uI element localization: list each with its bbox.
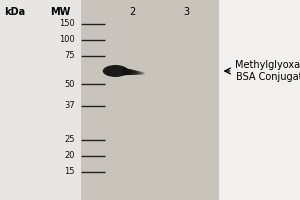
Text: 75: 75	[64, 51, 75, 60]
Bar	[0, 0, 81, 200]
Text: 3: 3	[183, 7, 189, 17]
Text: 15: 15	[64, 168, 75, 176]
Text: 150: 150	[59, 20, 75, 28]
Text: 100: 100	[59, 36, 75, 45]
Text: kDa: kDa	[4, 7, 26, 17]
Text: BSA Conjugate: BSA Conjugate	[236, 72, 300, 82]
Text: Methylglyoxal: Methylglyoxal	[236, 60, 300, 70]
Text: 25: 25	[64, 136, 75, 144]
Bar	[81, 0, 219, 200]
Text: 50: 50	[64, 80, 75, 88]
Text: 2: 2	[129, 7, 135, 17]
Text: MW: MW	[50, 7, 70, 17]
Ellipse shape	[103, 65, 128, 77]
Text: 20: 20	[64, 152, 75, 160]
Text: 37: 37	[64, 102, 75, 110]
